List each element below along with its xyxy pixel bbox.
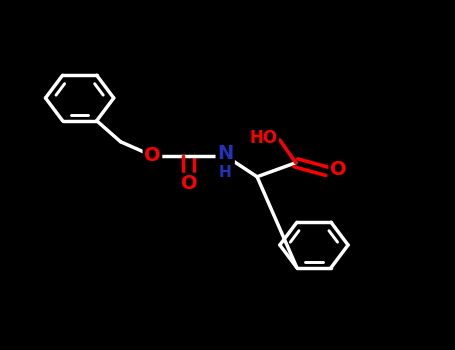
Text: H: H bbox=[219, 165, 232, 180]
Text: N: N bbox=[217, 144, 233, 163]
Text: O: O bbox=[330, 160, 347, 179]
Text: O: O bbox=[144, 146, 161, 165]
Text: HO: HO bbox=[249, 129, 278, 147]
Text: O: O bbox=[181, 174, 197, 193]
